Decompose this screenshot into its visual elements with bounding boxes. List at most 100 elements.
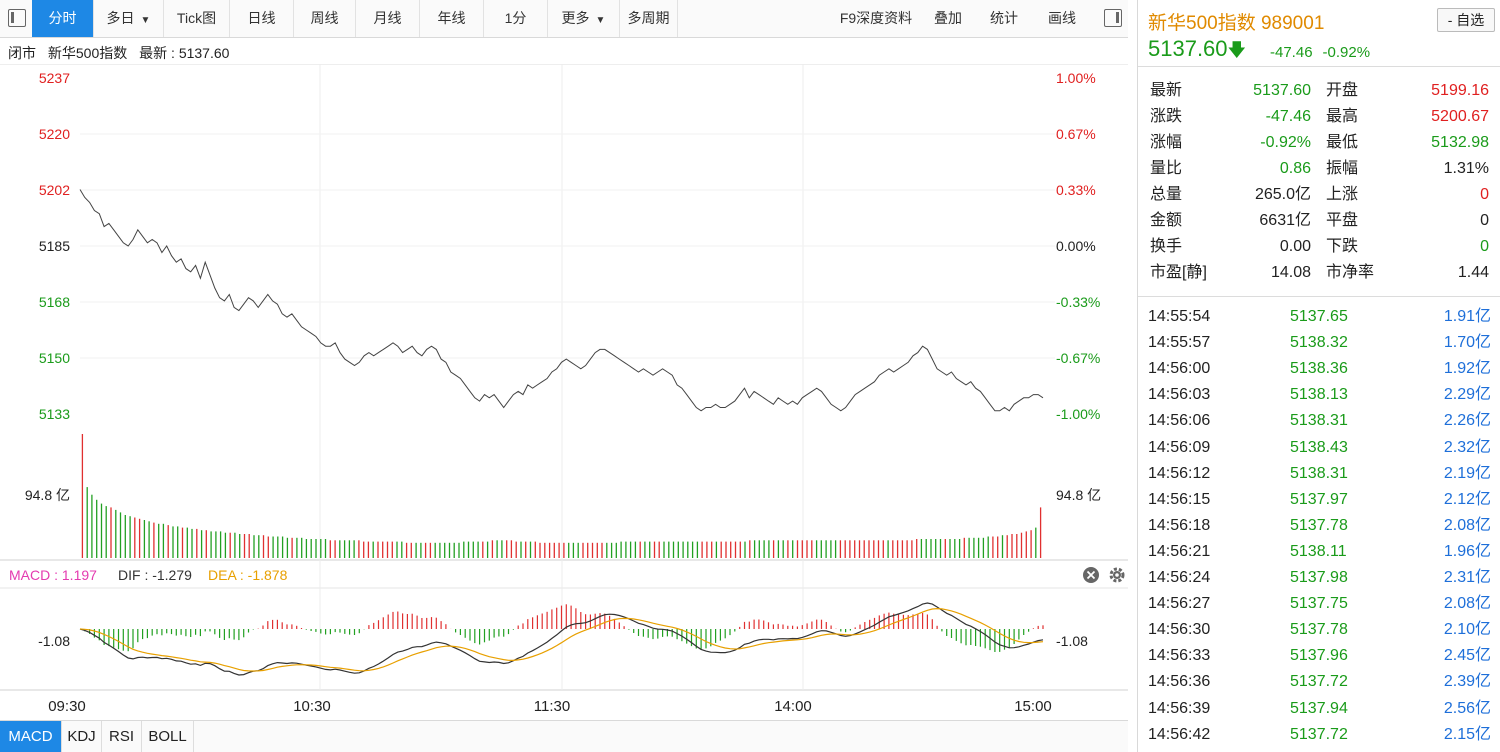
dea-line	[79, 607, 1044, 672]
quote-value: 5132.98	[1431, 134, 1489, 151]
time-tick-label: 14:00	[774, 698, 812, 715]
tick-time: 14:56:21	[1148, 542, 1211, 560]
tick-price: 5137.96	[1290, 647, 1348, 665]
quote-key: 最低	[1326, 134, 1359, 151]
tab-rsi[interactable]: RSI	[102, 721, 142, 752]
tick-time: 14:56:27	[1148, 595, 1211, 613]
tick-volume: 1.92亿	[1443, 360, 1491, 378]
tab-label: Tick图	[176, 10, 217, 26]
quote-row: 涨跌 -47.46 最高 5200.67	[1138, 104, 1500, 130]
quote-value: 5200.67	[1431, 108, 1489, 125]
tick-price: 5138.31	[1290, 464, 1348, 482]
arrow-down-icon: 🡇	[1227, 40, 1247, 60]
button-label: 叠加	[934, 10, 962, 26]
pct-tick-label: -0.33%	[1056, 294, 1100, 310]
tick-volume: 2.26亿	[1443, 412, 1491, 430]
tab-tick-chart[interactable]: Tick图	[164, 0, 230, 37]
quote-value: 0.86	[1279, 160, 1311, 177]
quote-key: 涨幅	[1150, 134, 1183, 151]
quote-value: 1.31%	[1443, 160, 1489, 177]
latest-readout: 最新 : 5137.60	[139, 45, 230, 61]
sidebar-toggle-icon[interactable]	[8, 9, 26, 27]
price-tick-label: 5150	[39, 350, 70, 366]
tick-volume: 1.96亿	[1443, 542, 1491, 560]
quote-value: 14.08	[1270, 264, 1311, 281]
time-tick-label: 10:30	[293, 698, 331, 715]
remove-watchlist-button[interactable]: - 自选	[1437, 8, 1495, 32]
tab-macd[interactable]: MACD	[0, 721, 62, 752]
quote-value: 0	[1480, 186, 1489, 203]
tab-kdj[interactable]: KDJ	[62, 721, 102, 752]
tick-time: 14:56:24	[1148, 569, 1211, 586]
tick-row: 14:56:21 5138.11 1.96亿	[1138, 539, 1500, 565]
latest-label: 最新	[139, 45, 168, 61]
change-value: -47.46	[1270, 44, 1313, 61]
tick-volume: 2.08亿	[1443, 595, 1491, 613]
tab-yearly[interactable]: 年线	[420, 0, 484, 37]
quote-value: 6631亿	[1259, 212, 1311, 229]
tab-multi-period[interactable]: 多周期	[620, 0, 678, 37]
quote-value: 0	[1480, 212, 1489, 229]
quote-value: -0.92%	[1260, 134, 1311, 151]
tick-price: 5138.31	[1290, 412, 1348, 430]
tick-row: 14:55:54 5137.65 1.91亿	[1138, 304, 1500, 330]
tick-volume: 2.32亿	[1443, 438, 1491, 456]
tab-intraday[interactable]: 分时	[32, 0, 94, 37]
tick-row: 14:56:06 5138.31 2.26亿	[1138, 408, 1500, 434]
price-tick-label: 5202	[39, 182, 70, 198]
macd-tick-label: -1.08	[1056, 633, 1088, 649]
close-icon[interactable]	[1082, 566, 1100, 584]
caret-down-icon: ▼	[140, 15, 151, 26]
quote-row: 总量 265.0亿 上涨 0	[1138, 182, 1500, 208]
tab-label: 多日	[106, 10, 135, 26]
price-tick-label: 5220	[39, 126, 70, 142]
dea-label: DEA : -1.878	[208, 567, 288, 583]
f9-deep-data-button[interactable]: F9深度资料	[832, 0, 920, 37]
tick-row: 14:56:24 5137.98 2.31亿	[1138, 565, 1500, 591]
toolbar: 分时 多日 ▼ Tick图 日线 周线 月线 年线 1分 更多 ▼ 多周期 F9深度…	[0, 0, 1128, 38]
change-pct: -0.92%	[1322, 44, 1371, 61]
intraday-chart[interactable]: 5237 1.00% 5220 0.67% 5202 0.33% 5185 0.00% 5168…	[0, 63, 1128, 720]
quote-key: 金额	[1150, 212, 1183, 229]
button-label: F9深度资料	[839, 10, 913, 26]
pct-tick-label: 1.00%	[1056, 70, 1096, 86]
quote-value: 0.00	[1279, 238, 1311, 255]
pct-tick-label: 0.67%	[1056, 126, 1096, 142]
tab-boll[interactable]: BOLL	[142, 721, 194, 752]
tab-1min[interactable]: 1分	[484, 0, 548, 37]
quote-key: 开盘	[1326, 82, 1359, 99]
tick-row: 14:56:15 5137.97 2.12亿	[1138, 487, 1500, 513]
tick-price: 5137.94	[1290, 699, 1348, 717]
tick-price: 5138.32	[1290, 334, 1348, 352]
tick-row: 14:56:00 5138.36 1.92亿	[1138, 356, 1500, 382]
pct-tick-label: 0.33%	[1056, 182, 1096, 198]
tick-time: 14:56:36	[1148, 673, 1211, 691]
overlay-button[interactable]: 叠加	[920, 0, 976, 37]
volume-scale-label: 94.8 亿	[1056, 487, 1101, 503]
indicator-tabs: MACD KDJ RSI BOLL	[0, 720, 1128, 752]
tab-multi-day[interactable]: 多日 ▼	[94, 0, 164, 37]
tab-weekly[interactable]: 周线	[294, 0, 356, 37]
quote-panel: 新华500指数 989001 - 自选 5137.60🡇 -47.46 -0.92…	[1137, 0, 1500, 752]
tick-price: 5138.43	[1290, 438, 1348, 456]
tab-more[interactable]: 更多 ▼	[548, 0, 620, 37]
tick-time: 14:55:54	[1148, 308, 1211, 325]
tick-volume: 1.91亿	[1443, 308, 1491, 325]
tick-volume: 2.56亿	[1443, 699, 1491, 717]
tab-label: 更多	[561, 10, 590, 26]
quote-row: 换手 0.00 下跌 0	[1138, 234, 1500, 260]
change-readout: -47.46 -0.92%	[1270, 44, 1380, 61]
tick-volume: 2.12亿	[1443, 490, 1491, 508]
tick-time: 14:56:15	[1148, 490, 1211, 508]
tick-time: 14:56:03	[1148, 386, 1211, 404]
tab-daily[interactable]: 日线	[230, 0, 294, 37]
tick-volume: 2.19亿	[1443, 464, 1491, 482]
tab-monthly[interactable]: 月线	[356, 0, 420, 37]
panel-toggle-icon[interactable]	[1104, 9, 1122, 27]
statistics-button[interactable]: 统计	[976, 0, 1032, 37]
tick-row: 14:56:39 5137.94 2.56亿	[1138, 696, 1500, 722]
quote-row: 市盈[静] 14.08 市净率 1.44	[1138, 260, 1500, 286]
quote-key: 振幅	[1326, 160, 1359, 177]
gear-icon[interactable]	[1108, 566, 1126, 584]
draw-line-button[interactable]: 画线	[1032, 0, 1092, 37]
